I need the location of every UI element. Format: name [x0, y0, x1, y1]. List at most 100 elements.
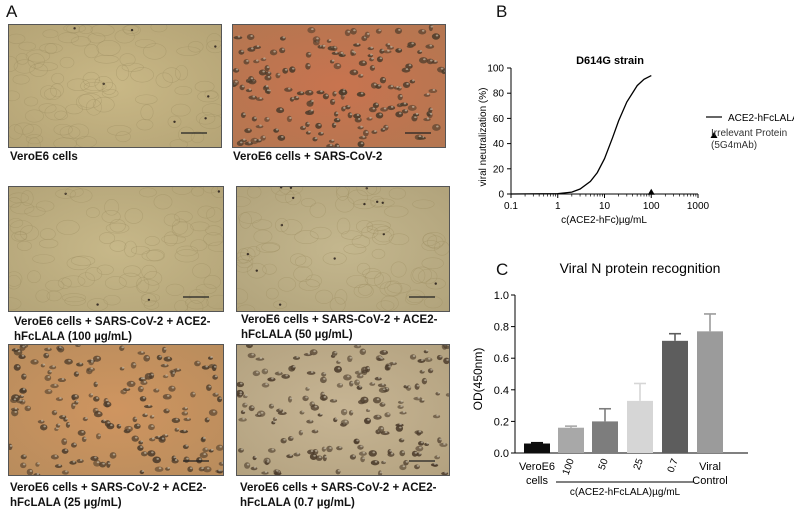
cell-outline [137, 279, 160, 293]
cell-outline [53, 123, 73, 136]
cell-outline [322, 251, 347, 266]
cell-outline [362, 268, 382, 279]
cell-mark [217, 396, 223, 403]
cell-highlight [349, 113, 353, 116]
cell-outline [373, 226, 395, 243]
cell-mark [286, 115, 293, 123]
cell-highlight [61, 378, 65, 381]
cell-outline [141, 250, 165, 262]
debris-dot [381, 201, 384, 204]
cell-highlight [213, 365, 217, 368]
cell-highlight [72, 403, 76, 406]
cell-mark [330, 45, 338, 51]
cell-highlight [337, 469, 341, 472]
cell-highlight [367, 367, 370, 370]
cell-highlight [429, 44, 433, 47]
cell-mark [71, 394, 80, 400]
cell-mark [40, 424, 48, 431]
cell-mark [163, 408, 170, 414]
cell-highlight [34, 359, 37, 362]
debris-dot [365, 187, 368, 190]
cell-outline [17, 240, 32, 251]
cell-outline [9, 271, 23, 287]
cell-highlight [184, 406, 188, 409]
cell-mark [99, 461, 107, 468]
cell-mark [171, 417, 181, 424]
debris-dot [214, 45, 217, 48]
cell-highlight [16, 365, 20, 368]
cell-outline [121, 62, 144, 72]
cell-highlight [434, 60, 437, 63]
cell-mark [322, 93, 329, 100]
cell-highlight [14, 407, 18, 410]
cell-outline [39, 228, 56, 240]
cell-highlight [421, 29, 425, 32]
cell-mark [139, 396, 147, 402]
cell-mark [322, 454, 327, 462]
cell-highlight [151, 414, 155, 417]
cell-highlight [273, 50, 276, 53]
cell-highlight [322, 392, 325, 395]
cell-mark [287, 436, 294, 442]
debris-dot [102, 82, 105, 86]
cell-outline [77, 272, 95, 287]
cell-highlight [419, 50, 422, 53]
cell-outline [116, 64, 130, 81]
cell-highlight [411, 105, 415, 108]
debris-dot [255, 269, 258, 272]
cell-outline [9, 297, 22, 311]
chart-b-x-tick-label: 1000 [687, 201, 710, 212]
cell-outline [369, 195, 385, 208]
cell-mark [154, 466, 164, 472]
cell-highlight [198, 458, 202, 461]
cell-highlight [311, 28, 314, 31]
cell-highlight [240, 141, 243, 144]
cell-highlight [383, 460, 386, 463]
cell-highlight [140, 377, 144, 380]
cell-mark [368, 450, 377, 457]
cell-highlight [171, 386, 175, 389]
cell-mark [93, 381, 98, 388]
cell-highlight [379, 471, 383, 474]
cell-outline [278, 187, 304, 196]
cell-outline [161, 234, 186, 244]
cell-outline [412, 199, 435, 209]
cell-outline [197, 90, 220, 103]
cell-highlight [288, 87, 291, 90]
debris-dot [173, 120, 176, 123]
cell-highlight [267, 71, 271, 74]
micrograph-vignette [9, 345, 223, 475]
debris-dot [279, 187, 283, 189]
cell-mark [357, 444, 364, 450]
cell-outline [153, 194, 173, 210]
cell-highlight [134, 417, 138, 420]
cell-highlight [372, 451, 376, 454]
cell-mark [414, 134, 424, 141]
cell-mark [402, 81, 411, 89]
cell-outline [366, 224, 391, 235]
cell-highlight [399, 423, 402, 426]
cell-highlight [362, 457, 365, 460]
cell-highlight [244, 403, 248, 406]
cell-highlight [155, 388, 159, 391]
cell-outline [75, 136, 97, 147]
cell-mark [93, 396, 100, 402]
cell-highlight [436, 455, 440, 458]
cell-mark [247, 75, 255, 83]
cell-mark [344, 29, 351, 37]
cell-highlight [362, 135, 366, 138]
cell-highlight [271, 404, 274, 407]
cell-highlight [418, 452, 422, 455]
cell-outline [370, 198, 395, 208]
cell-highlight [437, 391, 441, 394]
cell-mark [369, 65, 376, 71]
debris-dot [64, 192, 67, 195]
cell-outline [206, 294, 223, 310]
cell-highlight [167, 467, 170, 470]
cell-outline [78, 25, 94, 35]
cell-highlight [164, 433, 168, 436]
cell-outline [51, 72, 65, 84]
cell-outline [140, 104, 154, 121]
cell-highlight [324, 455, 328, 458]
cell-mark [397, 93, 403, 101]
